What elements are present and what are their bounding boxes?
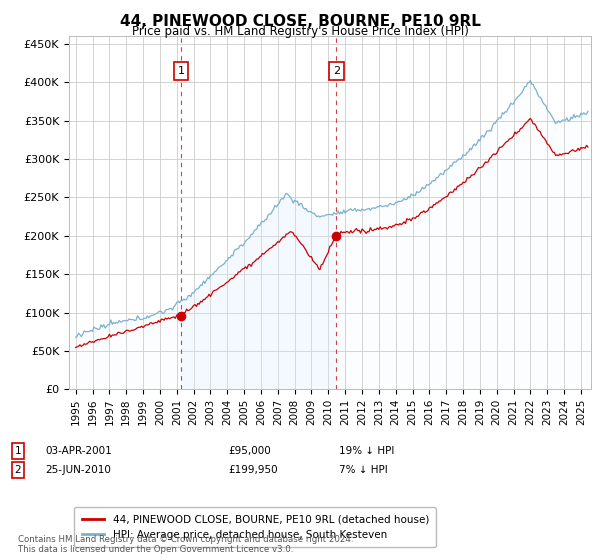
Text: 44, PINEWOOD CLOSE, BOURNE, PE10 9RL: 44, PINEWOOD CLOSE, BOURNE, PE10 9RL <box>119 14 481 29</box>
Text: 19% ↓ HPI: 19% ↓ HPI <box>339 446 394 456</box>
Legend: 44, PINEWOOD CLOSE, BOURNE, PE10 9RL (detached house), HPI: Average price, detac: 44, PINEWOOD CLOSE, BOURNE, PE10 9RL (de… <box>74 507 436 547</box>
Text: Contains HM Land Registry data © Crown copyright and database right 2024.
This d: Contains HM Land Registry data © Crown c… <box>18 535 353 554</box>
Text: 7% ↓ HPI: 7% ↓ HPI <box>339 465 388 475</box>
Text: 03-APR-2001: 03-APR-2001 <box>45 446 112 456</box>
Text: £95,000: £95,000 <box>228 446 271 456</box>
Text: 1: 1 <box>178 66 184 76</box>
Text: 1: 1 <box>14 446 22 456</box>
Text: 25-JUN-2010: 25-JUN-2010 <box>45 465 111 475</box>
Text: 2: 2 <box>14 465 22 475</box>
Text: 2: 2 <box>333 66 340 76</box>
Text: Price paid vs. HM Land Registry's House Price Index (HPI): Price paid vs. HM Land Registry's House … <box>131 25 469 38</box>
Text: £199,950: £199,950 <box>228 465 278 475</box>
